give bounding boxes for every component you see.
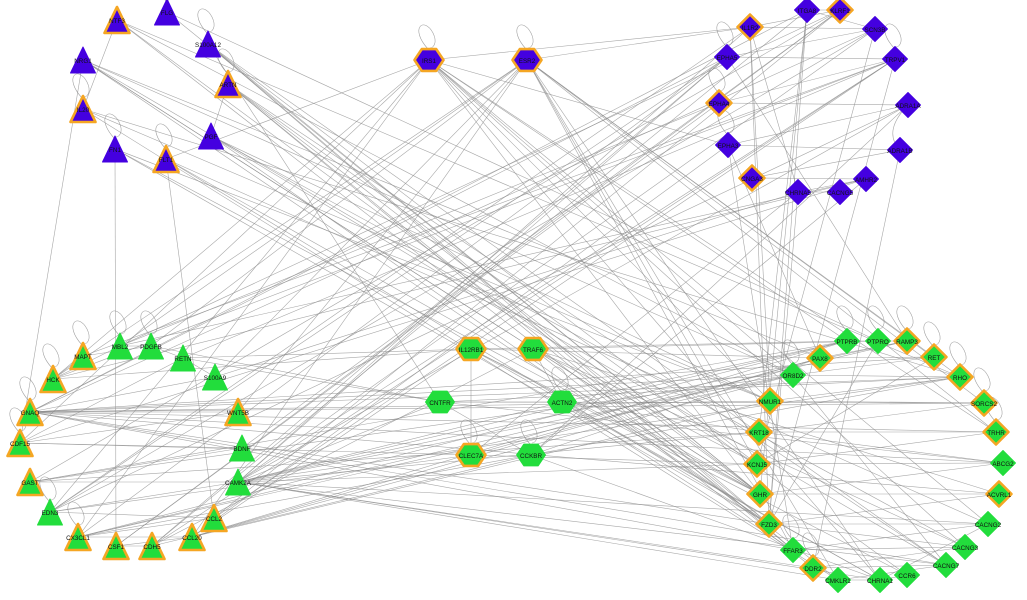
svg-text:KLRF1: KLRF1 xyxy=(830,8,850,15)
svg-text:S100A9: S100A9 xyxy=(204,375,227,382)
svg-text:NRG1: NRG1 xyxy=(74,58,92,65)
svg-text:IL20: IL20 xyxy=(77,107,90,114)
svg-text:EPHA3: EPHA3 xyxy=(718,143,739,150)
svg-text:CCR6: CCR6 xyxy=(898,573,916,580)
svg-text:EPHA4: EPHA4 xyxy=(709,101,730,108)
svg-text:MAPT: MAPT xyxy=(74,354,92,361)
svg-text:GHR: GHR xyxy=(753,492,767,499)
svg-text:RHO: RHO xyxy=(953,375,967,382)
svg-text:NTF3: NTF3 xyxy=(109,18,125,25)
svg-text:PDGFB: PDGFB xyxy=(140,344,162,351)
svg-text:CX3CL1: CX3CL1 xyxy=(66,535,90,542)
svg-text:EPHA5: EPHA5 xyxy=(717,55,738,62)
svg-text:FFAR3: FFAR3 xyxy=(783,548,803,555)
svg-text:SCN3B: SCN3B xyxy=(865,27,886,34)
svg-text:ARTN: ARTN xyxy=(219,82,236,89)
svg-text:RET: RET xyxy=(928,355,941,362)
svg-text:ABCG2: ABCG2 xyxy=(992,461,1014,468)
svg-text:CHRNA1: CHRNA1 xyxy=(867,578,893,585)
svg-text:GAST: GAST xyxy=(21,480,38,487)
svg-text:CCL20: CCL20 xyxy=(182,535,202,542)
svg-text:HCK: HCK xyxy=(46,377,60,384)
svg-text:CMKLR1: CMKLR1 xyxy=(825,578,851,585)
svg-text:PTPRB: PTPRB xyxy=(837,339,858,346)
svg-text:GNAQ: GNAQ xyxy=(21,410,40,417)
svg-text:KCNJ5: KCNJ5 xyxy=(747,462,767,469)
svg-text:EDN3: EDN3 xyxy=(42,510,59,517)
svg-text:ACVRL1: ACVRL1 xyxy=(987,492,1012,499)
svg-text:CACNG5: CACNG5 xyxy=(827,190,854,197)
svg-text:CCL2: CCL2 xyxy=(206,516,223,523)
svg-text:PGF: PGF xyxy=(205,134,218,141)
svg-text:IL12RB1: IL12RB1 xyxy=(459,347,484,354)
svg-text:WNT5B: WNT5B xyxy=(227,410,249,417)
svg-text:CDH5: CDH5 xyxy=(143,544,161,551)
svg-text:TRHR: TRHR xyxy=(987,430,1005,437)
svg-text:CNGA3: CNGA3 xyxy=(741,176,763,183)
svg-text:FLT1: FLT1 xyxy=(159,157,174,164)
svg-text:ITGA8: ITGA8 xyxy=(798,8,817,15)
svg-text:BDNF: BDNF xyxy=(233,446,250,453)
svg-text:CDF15: CDF15 xyxy=(10,441,30,448)
svg-text:CCKBR: CCKBR xyxy=(520,453,542,460)
svg-text:DDR2: DDR2 xyxy=(804,566,822,573)
svg-text:MBL2: MBL2 xyxy=(112,344,129,351)
svg-text:S100A12: S100A12 xyxy=(195,42,221,49)
svg-text:SORCS2: SORCS2 xyxy=(971,401,997,408)
svg-text:RAMP3: RAMP3 xyxy=(896,339,918,346)
svg-text:RETN: RETN xyxy=(174,356,192,363)
svg-text:CACNG7: CACNG7 xyxy=(933,563,960,570)
svg-text:TRAF6: TRAF6 xyxy=(523,347,543,354)
svg-text:FZD3: FZD3 xyxy=(761,522,777,529)
svg-text:NMUR1: NMUR1 xyxy=(759,399,782,406)
svg-text:CSF1: CSF1 xyxy=(108,544,125,551)
svg-text:ADRA1A: ADRA1A xyxy=(895,103,921,110)
svg-text:IRS1: IRS1 xyxy=(422,58,436,65)
svg-text:CAMK2A: CAMK2A xyxy=(225,480,252,487)
svg-text:CLEC7A: CLEC7A xyxy=(459,453,484,460)
svg-text:ESR2: ESR2 xyxy=(519,58,536,65)
svg-text:OR8D2: OR8D2 xyxy=(783,373,804,380)
svg-text:PTPRO: PTPRO xyxy=(867,339,889,346)
svg-text:CACNG2: CACNG2 xyxy=(975,522,1002,529)
svg-text:KRT18: KRT18 xyxy=(749,430,769,437)
svg-text:AMHR2: AMHR2 xyxy=(855,177,878,184)
svg-text:IL1R2: IL1R2 xyxy=(742,25,759,32)
svg-text:TRPV1: TRPV1 xyxy=(885,57,906,64)
svg-text:PAX8: PAX8 xyxy=(812,356,828,363)
svg-text:CACNG3: CACNG3 xyxy=(952,545,979,552)
svg-text:FN1: FN1 xyxy=(109,147,121,154)
svg-text:FLG: FLG xyxy=(161,10,173,17)
svg-text:ADRA1B: ADRA1B xyxy=(887,148,912,155)
svg-text:CHRNA5: CHRNA5 xyxy=(785,190,811,197)
svg-text:ACTN2: ACTN2 xyxy=(552,400,573,407)
svg-text:CNTFR: CNTFR xyxy=(429,400,451,407)
